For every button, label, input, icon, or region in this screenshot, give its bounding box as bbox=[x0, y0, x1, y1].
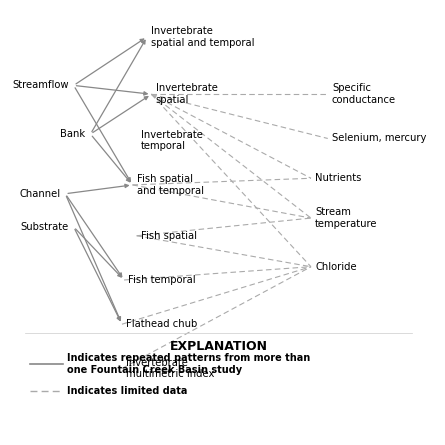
Text: EXPLANATION: EXPLANATION bbox=[170, 340, 267, 353]
Text: Stream
temperature: Stream temperature bbox=[315, 207, 378, 229]
Text: Invertebrate
temporal: Invertebrate temporal bbox=[141, 130, 203, 151]
Text: Chloride: Chloride bbox=[315, 262, 357, 272]
Text: Fish spatial
and temporal: Fish spatial and temporal bbox=[137, 174, 204, 196]
Text: Fish spatial: Fish spatial bbox=[141, 231, 197, 241]
Text: Fish temporal: Fish temporal bbox=[128, 275, 196, 285]
Text: Invertebrate
spatial and temporal: Invertebrate spatial and temporal bbox=[151, 26, 255, 48]
Text: Streamflow: Streamflow bbox=[12, 81, 69, 90]
Text: Channel: Channel bbox=[19, 189, 60, 199]
Text: Bank: Bank bbox=[61, 129, 85, 139]
Text: Flathead chub: Flathead chub bbox=[126, 319, 198, 329]
Text: Selenium, mercury: Selenium, mercury bbox=[332, 134, 426, 143]
Text: Nutrients: Nutrients bbox=[315, 173, 361, 183]
Text: Invertebrate
multimetric index: Invertebrate multimetric index bbox=[126, 358, 214, 379]
Text: Specific
conductance: Specific conductance bbox=[332, 84, 396, 105]
Text: Substrate: Substrate bbox=[20, 222, 69, 232]
Text: Indicates repeated patterns from more than
one Fountain Creek Basin study: Indicates repeated patterns from more th… bbox=[67, 353, 311, 375]
Text: Invertebrate
spatial: Invertebrate spatial bbox=[156, 84, 218, 105]
Text: Indicates limited data: Indicates limited data bbox=[67, 385, 188, 396]
